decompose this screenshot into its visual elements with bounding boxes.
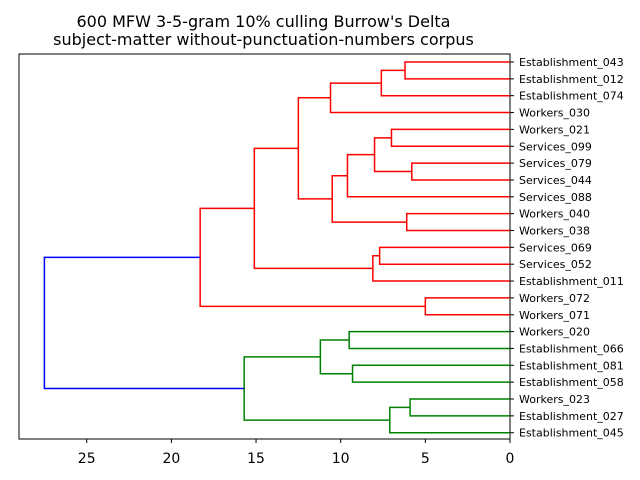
x-axis-ticks: 25 20 15 10 5 0 bbox=[78, 61, 515, 467]
link-m15 bbox=[199, 207, 426, 308]
leaf-label: Establishment_081 bbox=[519, 359, 624, 372]
link-m12 bbox=[372, 255, 510, 282]
leaf-label: Workers_072 bbox=[519, 292, 590, 305]
x-tick-label: 0 bbox=[506, 451, 515, 467]
link-m11 bbox=[378, 246, 510, 265]
chart-title-line-2: subject-matter without-punctuation-numbe… bbox=[53, 30, 474, 49]
leaf-label: Establishment_011 bbox=[519, 275, 624, 288]
link-m17 bbox=[351, 364, 510, 383]
leaf-label: Workers_040 bbox=[519, 208, 590, 221]
leaf-label: Establishment_074 bbox=[519, 90, 624, 103]
link-m3 bbox=[329, 82, 510, 114]
x-tick-label: 10 bbox=[332, 451, 350, 467]
link-m16 bbox=[348, 330, 510, 350]
link-m2 bbox=[380, 69, 510, 97]
link-m1 bbox=[404, 61, 510, 80]
link-m22 bbox=[43, 256, 245, 390]
link-m18 bbox=[319, 339, 353, 375]
link-m6 bbox=[373, 137, 412, 173]
leaf-labels: Establishment_043 Establishment_012 Establ… bbox=[519, 56, 624, 440]
leaf-label: Establishment_066 bbox=[519, 342, 624, 355]
link-m20 bbox=[389, 406, 510, 434]
link-m14 bbox=[424, 297, 510, 316]
leaf-label: Services_069 bbox=[519, 241, 592, 254]
link-m9 bbox=[331, 174, 407, 223]
link-m19 bbox=[409, 398, 510, 417]
leaf-label: Services_052 bbox=[519, 258, 592, 271]
link-m7 bbox=[346, 153, 510, 198]
leaf-label: Services_099 bbox=[519, 140, 592, 153]
leaf-label: Workers_023 bbox=[519, 393, 590, 406]
x-tick-label: 25 bbox=[78, 451, 96, 467]
x-tick-label: 20 bbox=[162, 451, 180, 467]
leaf-label: Services_044 bbox=[519, 174, 592, 187]
leaf-label: Services_079 bbox=[519, 157, 592, 170]
leaf-label: Workers_038 bbox=[519, 225, 590, 238]
leaf-label: Workers_021 bbox=[519, 123, 590, 136]
x-tick-label: 15 bbox=[247, 451, 265, 467]
leaf-label: Establishment_012 bbox=[519, 73, 624, 86]
plot-area-frame bbox=[18, 53, 511, 440]
leaf-label: Establishment_027 bbox=[519, 410, 624, 423]
leaf-label: Workers_030 bbox=[519, 107, 590, 120]
link-m10 bbox=[297, 97, 333, 200]
leaf-label: Establishment_043 bbox=[519, 56, 624, 69]
leaf-label: Workers_071 bbox=[519, 309, 590, 322]
leaf-label: Services_088 bbox=[519, 191, 592, 204]
link-m13 bbox=[253, 147, 373, 270]
link-m4 bbox=[390, 128, 510, 147]
x-tick-label: 5 bbox=[421, 451, 430, 467]
leaf-label: Establishment_058 bbox=[519, 376, 624, 389]
link-m21 bbox=[243, 356, 390, 421]
dendrogram-links bbox=[43, 61, 510, 434]
leaf-label: Establishment_045 bbox=[519, 427, 624, 440]
leaf-label: Workers_020 bbox=[519, 326, 590, 339]
link-m8 bbox=[405, 212, 510, 232]
chart-title-line-1: 600 MFW 3-5-gram 10% culling Burrow's De… bbox=[76, 12, 451, 31]
link-m5 bbox=[411, 162, 510, 181]
